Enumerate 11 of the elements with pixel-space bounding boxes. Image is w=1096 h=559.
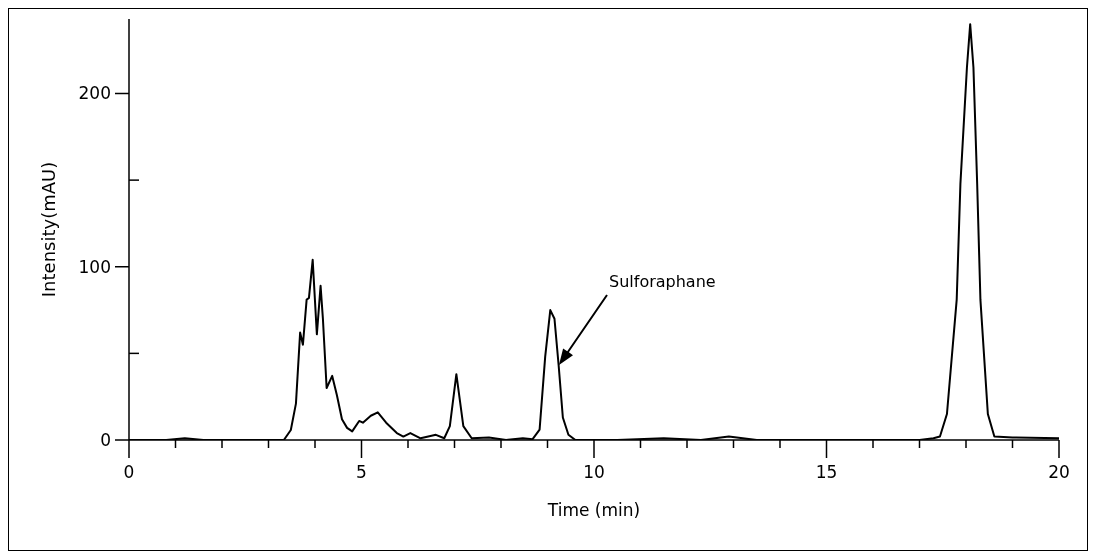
y-tick-label: 0 [100, 430, 111, 450]
x-tick-label: 10 [583, 462, 605, 482]
y-tick-label: 200 [78, 83, 111, 104]
y-tick-label: 100 [78, 256, 111, 277]
y-axis-title: Intensity(mAU) [38, 161, 60, 298]
x-axis-title: Time (min) [546, 500, 641, 520]
x-tick-label: 20 [1048, 462, 1070, 482]
x-tick-label: 0 [123, 462, 135, 482]
annotation: Sulforaphane [609, 272, 716, 291]
x-tick-label: 5 [356, 462, 367, 482]
x-tick-label: 15 [815, 462, 838, 482]
